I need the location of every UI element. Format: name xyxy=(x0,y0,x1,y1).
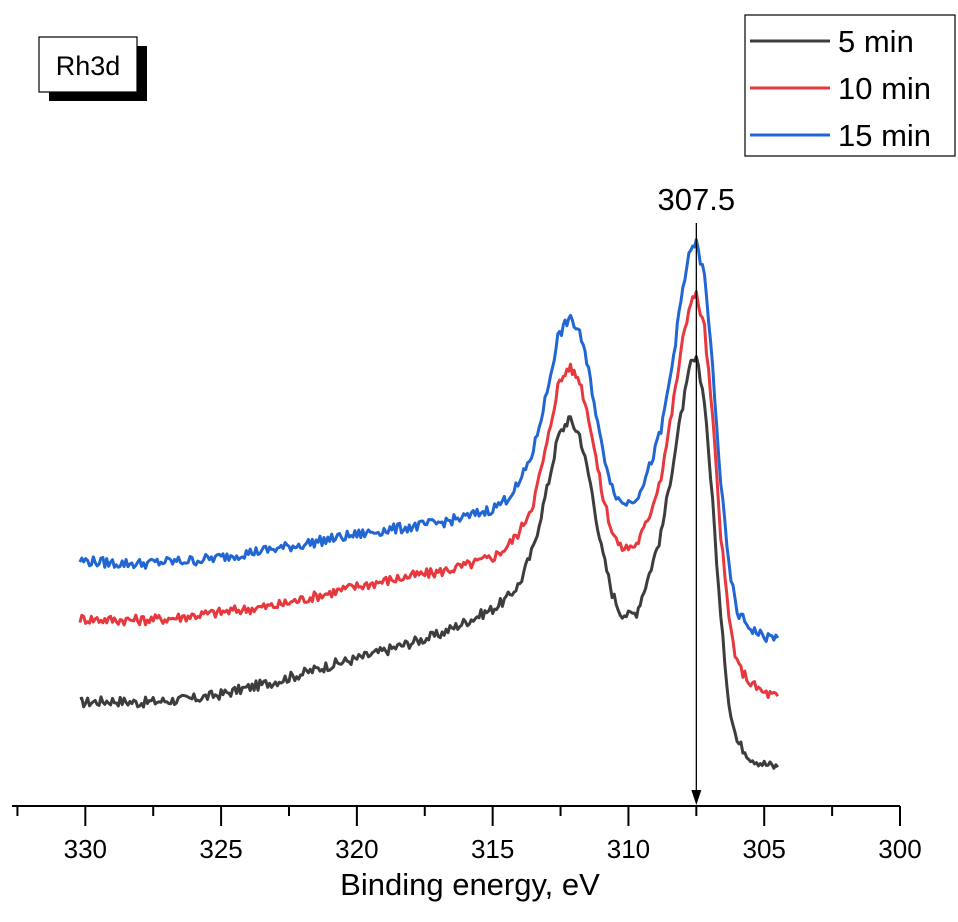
legend-label: 15 min xyxy=(838,118,931,153)
x-tick-label: 300 xyxy=(878,834,921,864)
annotation-label: 307.5 xyxy=(658,182,736,217)
x-axis: 330 325 320 315 310 305 300 xyxy=(12,805,922,864)
badge-box xyxy=(38,36,138,93)
legend-box xyxy=(744,14,956,157)
series-line-10-min xyxy=(78,290,780,699)
series-line-5-min xyxy=(79,355,779,770)
annotation-arrow-head xyxy=(691,790,702,805)
plot-area xyxy=(78,238,780,770)
x-tick-label: 320 xyxy=(335,834,378,864)
legend: 5 min 10 min 15 min xyxy=(744,14,956,157)
legend-label: 5 min xyxy=(838,24,914,59)
series-line-15-min xyxy=(78,238,780,643)
x-tick-label: 305 xyxy=(743,834,786,864)
x-tick-label: 330 xyxy=(64,834,107,864)
annotation: 307.5 xyxy=(658,182,736,805)
x-tick-label: 315 xyxy=(471,834,514,864)
legend-label: 10 min xyxy=(838,71,931,106)
badge: Rh3d xyxy=(38,36,147,101)
x-tick-label: 310 xyxy=(607,834,650,864)
x-axis-title: Binding energy, eV xyxy=(340,867,600,902)
badge-label: Rh3d xyxy=(56,51,121,81)
x-tick-label: 325 xyxy=(199,834,242,864)
